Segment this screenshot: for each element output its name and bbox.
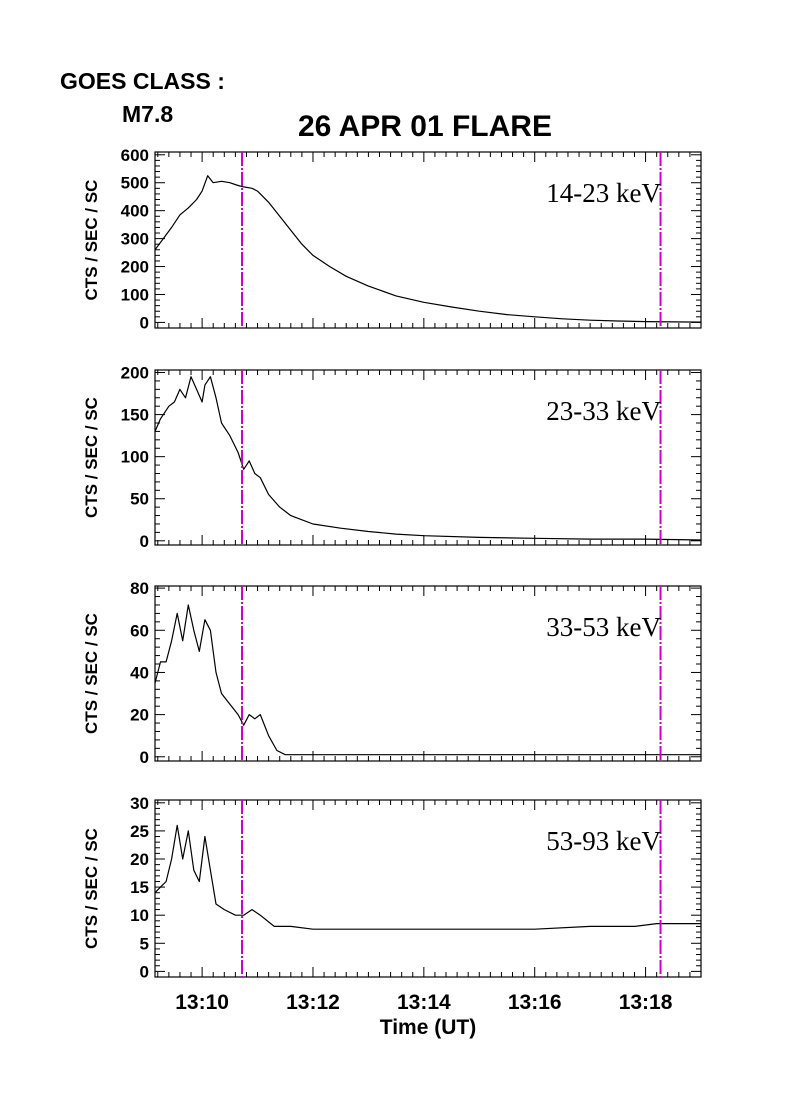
y-tick-label: 20 — [130, 850, 149, 869]
y-tick-label: 80 — [130, 579, 149, 598]
y-tick-label: 0 — [140, 962, 149, 981]
x-axis-label: Time (UT) — [380, 1016, 476, 1039]
y-tick-label: 40 — [130, 663, 149, 682]
x-tick-label: 13:18 — [619, 991, 673, 1014]
y-axis-label: CTS / SEC / SC — [82, 397, 101, 518]
y-tick-label: 500 — [121, 174, 149, 193]
y-tick-label: 0 — [140, 532, 149, 551]
y-axis-label: CTS / SEC / SC — [82, 613, 101, 734]
panel-frame — [154, 799, 702, 978]
panel-frame — [154, 151, 702, 329]
energy-band-label: 23-33 keV — [546, 396, 661, 426]
energy-band-label: 53-93 keV — [546, 826, 661, 856]
y-tick-label: 15 — [130, 878, 149, 897]
y-axis-label: CTS / SEC / SC — [82, 180, 101, 301]
y-tick-label: 60 — [130, 621, 149, 640]
y-tick-label: 200 — [121, 364, 149, 383]
y-tick-label: 50 — [130, 490, 149, 509]
y-tick-label: 100 — [121, 448, 149, 467]
panel-frame — [154, 585, 702, 762]
y-tick-label: 100 — [121, 285, 149, 304]
series-line-33-53-keV — [154, 604, 701, 756]
energy-band-label: 14-23 keV — [546, 178, 661, 208]
y-tick-label: 30 — [130, 794, 149, 813]
x-tick-label: 13:12 — [286, 991, 340, 1014]
energy-band-label: 33-53 keV — [546, 612, 661, 642]
y-axis-label: CTS / SEC / SC — [82, 828, 101, 949]
series-line-23-33-keV — [154, 376, 702, 541]
y-tick-label: 200 — [121, 258, 149, 277]
y-tick-label: 150 — [121, 406, 149, 425]
y-tick-label: 600 — [121, 146, 149, 165]
y-tick-label: 0 — [140, 313, 149, 332]
y-tick-label: 20 — [130, 706, 149, 725]
goes-class-label: GOES CLASS : — [60, 68, 225, 94]
y-tick-label: 400 — [121, 202, 149, 221]
series-line-14-23-keV — [154, 175, 702, 323]
x-tick-label: 13:14 — [397, 991, 451, 1014]
y-tick-label: 0 — [140, 748, 149, 767]
y-tick-label: 10 — [130, 906, 149, 925]
y-tick-label: 5 — [140, 934, 149, 953]
goes-class-value: M7.8 — [122, 101, 174, 127]
y-tick-label: 25 — [130, 822, 149, 841]
y-tick-label: 300 — [121, 230, 149, 249]
x-tick-label: 13:16 — [508, 991, 562, 1014]
series-line-53-93-keV — [154, 824, 701, 930]
chart-title: 26 APR 01 FLARE — [298, 110, 552, 143]
panel-frame — [154, 369, 702, 546]
x-tick-label: 13:10 — [175, 991, 229, 1014]
